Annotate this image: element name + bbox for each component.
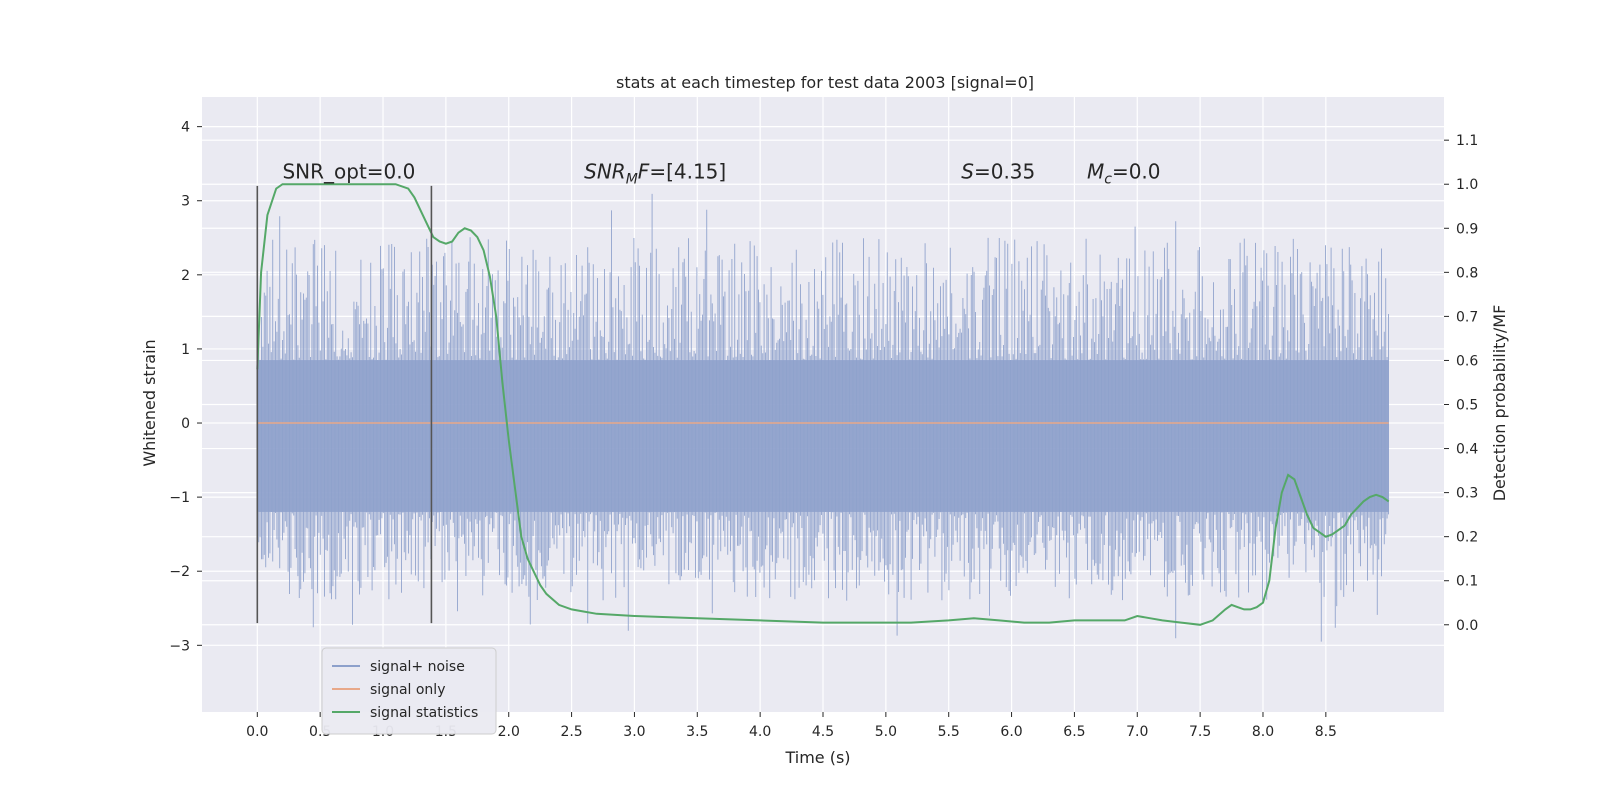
y2-tick-label: 1.1 — [1456, 133, 1478, 149]
legend-label: signal+ noise — [370, 659, 465, 675]
y2-tick-label: 0.8 — [1456, 265, 1478, 281]
x-tick-label: 6.5 — [1063, 724, 1085, 740]
y2-tick-label: 0.1 — [1456, 574, 1478, 590]
y2-axis-title: Detection probability/MF — [1490, 305, 1509, 502]
y-tick-label: 2 — [181, 268, 190, 284]
x-tick-label: 3.5 — [686, 724, 708, 740]
x-tick-label: 0.0 — [246, 724, 268, 740]
legend-label: signal only — [370, 682, 445, 698]
y-tick-label: 0 — [181, 416, 190, 432]
y2-tick-label: 1.0 — [1456, 177, 1478, 193]
x-axis-title: Time (s) — [784, 748, 850, 767]
x-tick-label: 7.0 — [1126, 724, 1148, 740]
y2-tick-label: 0.0 — [1456, 618, 1478, 634]
legend-box — [321, 647, 497, 735]
y-tick-label: 4 — [181, 120, 190, 136]
y-tick-label: −1 — [169, 490, 190, 506]
x-tick-label: 8.5 — [1315, 724, 1337, 740]
x-tick-label: 4.5 — [812, 724, 834, 740]
y2-tick-label: 0.6 — [1456, 353, 1478, 369]
x-tick-label: 3.0 — [623, 724, 645, 740]
x-tick-label: 5.5 — [938, 724, 960, 740]
annotation: S=0.35 — [961, 160, 1035, 184]
y-tick-label: −3 — [169, 638, 190, 654]
y2-tick-label: 0.2 — [1456, 530, 1478, 546]
y2-tick-label: 0.3 — [1456, 486, 1478, 502]
y2-tick-label: 0.5 — [1456, 398, 1478, 414]
y2-tick-label: 0.4 — [1456, 442, 1478, 458]
series-signal-statistics — [256, 183, 1390, 626]
y2-tick-label: 0.9 — [1456, 221, 1478, 237]
y-tick-label: 3 — [181, 194, 190, 210]
y2-tick-label: 0.7 — [1456, 309, 1478, 325]
x-tick-label: 4.0 — [749, 724, 771, 740]
annotation: SNR_opt=0.0 — [282, 160, 415, 184]
y-axis-title: Whitened strain — [140, 339, 159, 466]
annotation: SNRMF=[4.15] — [584, 160, 726, 188]
x-tick-label: 2.0 — [498, 724, 520, 740]
x-tick-label: 8.0 — [1252, 724, 1274, 740]
x-tick-label: 6.0 — [1000, 724, 1022, 740]
legend-label: signal statistics — [370, 705, 478, 721]
x-tick-label: 2.5 — [560, 724, 582, 740]
x-tick-label: 5.0 — [875, 724, 897, 740]
y-tick-label: −2 — [169, 564, 190, 580]
y-tick-label: 1 — [181, 342, 190, 358]
chart-title: stats at each timestep for test data 200… — [616, 73, 1034, 92]
annotation: Mc=0.0 — [1087, 160, 1161, 188]
x-tick-label: 7.5 — [1189, 724, 1211, 740]
